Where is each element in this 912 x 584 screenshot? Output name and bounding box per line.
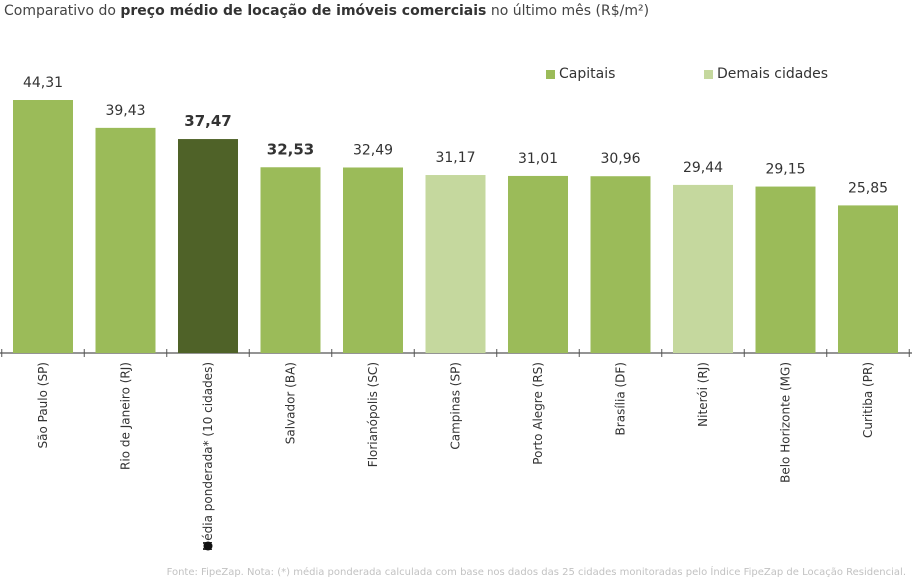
legend-item-capitais: Capitais	[546, 66, 615, 82]
value-label-sao-paulo-sp: 44,31	[23, 75, 63, 91]
category-label-curitiba-pr: Curitiba (PR)	[861, 362, 875, 438]
legend-swatch-capitais	[546, 69, 555, 79]
legend-label-demais-cidades: Demais cidades	[717, 66, 829, 82]
chart-title-bold: preço médio de locação de imóveis comerc…	[120, 3, 487, 19]
bar-campinas-sp	[425, 175, 486, 353]
bar-porto-alegre-rs	[508, 175, 568, 353]
chart-source-note: Fonte: FipeZap. Nota: (*) média ponderad…	[166, 567, 906, 578]
legend-item-demais-cidades: Demais cidades	[704, 66, 828, 82]
chart-title: Comparativo do preço médio de locação de…	[4, 3, 649, 19]
value-label-media-ponderada-10-cidades: 37,47	[184, 112, 231, 130]
category-label-campinas-sp: Campinas (SP)	[449, 362, 463, 450]
category-label-belo-horizonte-mg: Belo Horizonte (MG)	[779, 362, 793, 483]
bar-rio-de-janeiro-rj	[95, 127, 156, 354]
bar-sao-paulo-sp	[13, 100, 73, 353]
category-label-niteroi-rj: Niterói (RJ)	[696, 362, 710, 427]
legend-label-capitais: Capitais	[559, 66, 616, 82]
value-label-porto-alegre-rs: 31,01	[518, 151, 558, 167]
bar-salvador-ba	[260, 167, 321, 353]
value-label-rio-de-janeiro-rj: 39,43	[105, 103, 145, 119]
bar-media-ponderada-10-cidades	[178, 139, 238, 353]
value-label-curitiba-pr: 25,85	[848, 180, 888, 196]
bar-belo-horizonte-mg	[755, 186, 816, 353]
value-label-belo-horizonte-mg: 29,15	[765, 162, 805, 178]
legend-swatch-demais-cidades	[704, 69, 713, 79]
bar-florianopolis-sc	[343, 167, 403, 353]
category-label-sao-paulo-sp: São Paulo (SP)	[36, 362, 50, 449]
chart-title-suffix: no último mês (R$/m²)	[490, 3, 650, 19]
category-label-florianopolis-sc: Florianópolis (SC)	[366, 362, 380, 467]
value-label-campinas-sp: 31,17	[435, 150, 475, 166]
category-label-brasilia-df: Brasília (DF)	[614, 362, 628, 435]
category-label-media-ponderada-10-cidades: Média ponderada* (10 cidades)	[201, 362, 215, 551]
bar-brasilia-df	[590, 176, 651, 353]
bar-niteroi-rj	[673, 184, 733, 353]
category-label-salvador-ba: Salvador (BA)	[284, 362, 298, 444]
category-label-porto-alegre-rs: Porto Alegre (RS)	[531, 362, 545, 465]
value-label-brasilia-df: 30,96	[600, 151, 640, 167]
bar-curitiba-pr	[838, 205, 898, 353]
chart-title-prefix: Comparativo do	[4, 3, 116, 19]
value-label-salvador-ba: 32,53	[267, 140, 314, 158]
value-label-niteroi-rj: 29,44	[683, 160, 723, 176]
value-label-florianopolis-sc: 32,49	[353, 142, 393, 158]
category-label-rio-de-janeiro-rj: Rio de Janeiro (RJ)	[119, 362, 133, 470]
marker-dot-media-ponderada-10-cidades	[203, 541, 213, 551]
